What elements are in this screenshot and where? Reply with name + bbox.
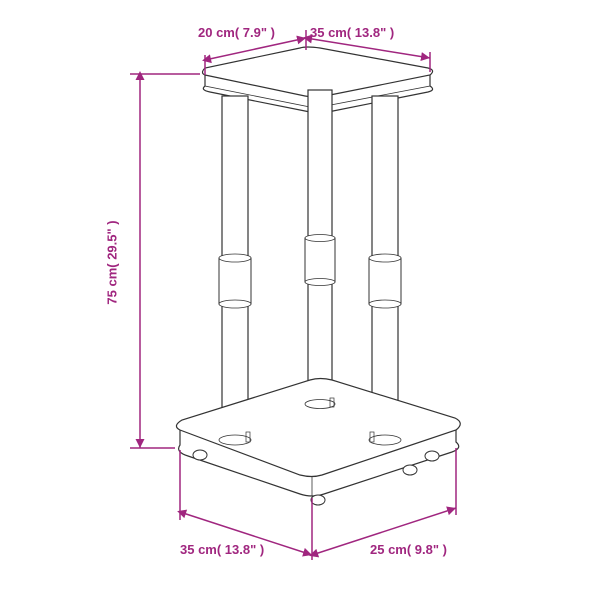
dimension-diagram: 20 cm( 7.9" ) 35 cm( 13.8" ) 75 cm( 29.5… <box>0 0 600 600</box>
pillar-right <box>369 96 401 440</box>
dimension-lines <box>130 30 456 560</box>
label-top-depth: 20 cm( 7.9" ) <box>198 25 275 40</box>
label-base-depth: 25 cm( 9.8" ) <box>370 542 447 557</box>
label-base-width: 35 cm( 13.8" ) <box>180 542 264 557</box>
label-height: 75 cm( 29.5" ) <box>105 220 120 304</box>
pillar-middle <box>305 90 335 404</box>
label-top-width: 35 cm( 13.8" ) <box>310 25 394 40</box>
product-svg <box>0 0 600 600</box>
base-plate <box>176 379 460 506</box>
pillar-left <box>219 96 251 440</box>
